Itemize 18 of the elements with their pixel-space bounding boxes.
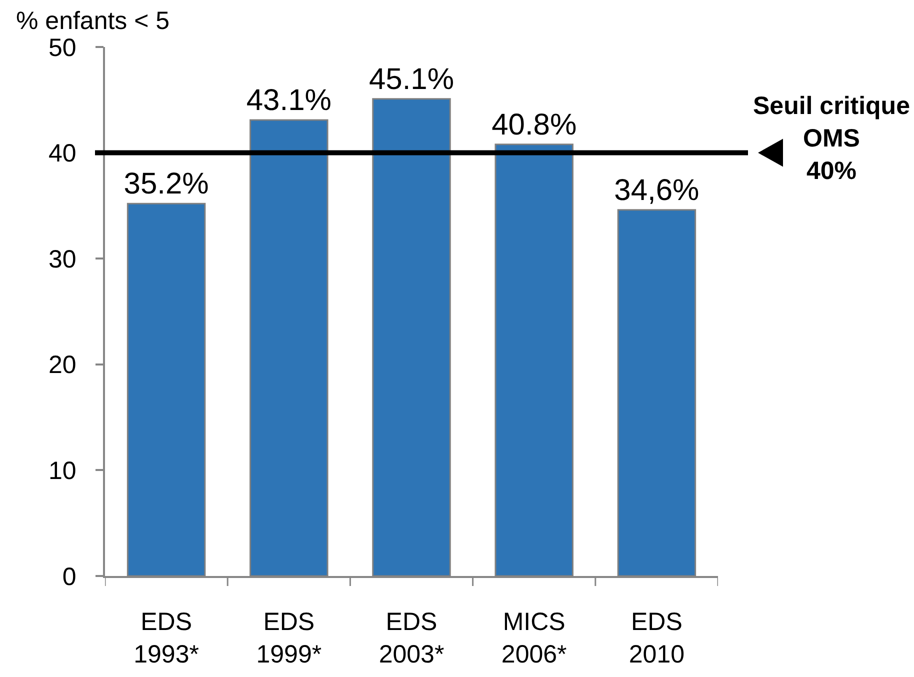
y-tick-label: 10 <box>48 456 76 485</box>
y-tick-label: 20 <box>48 351 76 380</box>
ref-line-label: Seuil critique OMS 40% <box>753 92 910 185</box>
x-tick-label: MICS 2006* <box>501 608 568 668</box>
y-tick-label: 50 <box>48 34 76 62</box>
data-label: 40.8% <box>492 108 577 142</box>
data-label: 45.1% <box>368 62 454 96</box>
y-axis-title: % enfants < 5 <box>16 7 170 35</box>
y-tick-label: 40 <box>48 140 76 168</box>
y-tick-label: 30 <box>48 245 76 274</box>
x-tick-label: EDS 1993* <box>134 608 200 668</box>
x-tick-label: EDS 2010 <box>628 608 685 668</box>
y-tick-label: 0 <box>62 562 76 591</box>
data-label: 35.2% <box>124 168 209 201</box>
data-label: 43.1% <box>246 84 332 117</box>
x-tick-label: EDS 2003* <box>378 608 444 668</box>
data-label: 34,6% <box>614 174 700 207</box>
x-tick-label: EDS 1999* <box>256 608 322 668</box>
